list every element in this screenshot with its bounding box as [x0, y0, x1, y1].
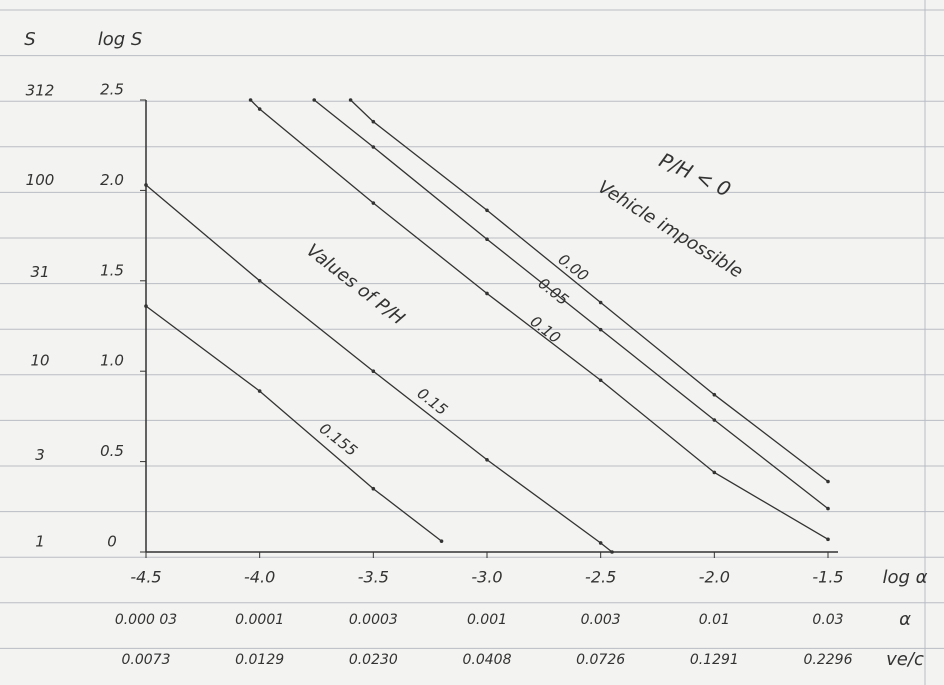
alpha-label: 0.01 — [699, 612, 730, 628]
ve-label: 0.0230 — [349, 652, 398, 668]
alpha-label: 0.03 — [812, 612, 843, 628]
x-tick-label: -4.5 — [130, 568, 161, 587]
ve-label: 0.2296 — [804, 652, 853, 668]
y2-tick-label: 10 — [30, 352, 49, 370]
data-point — [349, 98, 353, 102]
ve-label: 0.0073 — [122, 652, 171, 668]
y2-tick-label: 31 — [30, 263, 49, 281]
y2-tick-label: 3 — [35, 446, 45, 464]
x-tick-label: -4.0 — [244, 568, 275, 587]
ve-label: 0.0726 — [576, 652, 625, 668]
alpha-label: 0.003 — [581, 612, 621, 628]
y2-tick-label: 1 — [35, 533, 45, 551]
data-point — [713, 393, 717, 397]
alpha-label: 0.000 03 — [115, 612, 177, 628]
y2-axis-title: S — [24, 29, 35, 50]
y2-tick-label: 312 — [26, 82, 55, 100]
data-point — [372, 201, 376, 205]
data-point — [826, 507, 830, 511]
data-point — [599, 328, 603, 332]
x-tick-label: -3.0 — [471, 568, 502, 587]
data-point — [258, 279, 262, 283]
x-axis-title: log α — [882, 567, 927, 588]
data-point — [826, 538, 830, 542]
x-tick-label: -2.5 — [585, 568, 616, 587]
data-point — [485, 208, 489, 212]
ve-label: 0.1291 — [690, 652, 739, 668]
ve-label: 0.0408 — [463, 652, 512, 668]
data-point — [258, 107, 262, 111]
data-point — [599, 301, 603, 305]
x-tick-label: -2.0 — [699, 568, 730, 587]
alpha-label: 0.0001 — [235, 612, 284, 628]
page: S log S log α α ve/c P/H < 0 Vehicle imp… — [0, 0, 944, 685]
y-tick-label: 2.0 — [100, 171, 124, 189]
data-point — [258, 389, 262, 393]
alpha-row-title: α — [899, 609, 911, 630]
data-point — [826, 480, 830, 484]
data-point — [372, 487, 376, 491]
data-point — [372, 120, 376, 124]
y-tick-label: 1.0 — [100, 352, 124, 370]
alpha-label: 0.0003 — [349, 612, 398, 628]
data-point — [485, 237, 489, 241]
data-point — [713, 418, 717, 422]
data-point — [440, 539, 444, 543]
alpha-label: 0.001 — [467, 612, 507, 628]
data-point — [372, 145, 376, 149]
x-tick-label: -1.5 — [812, 568, 843, 587]
y-tick-label: 2.5 — [100, 81, 124, 99]
data-point — [312, 98, 316, 102]
y-tick-label: 0 — [107, 533, 117, 551]
data-point — [599, 541, 603, 545]
data-point — [249, 98, 253, 102]
y-axis-title: log S — [98, 29, 143, 50]
y2-tick-label: 100 — [26, 171, 55, 189]
data-point — [144, 304, 148, 308]
ve-row-title: ve/c — [886, 649, 924, 670]
chart: S log S log α α ve/c P/H < 0 Vehicle imp… — [0, 0, 944, 685]
y-tick-label: 0.5 — [100, 442, 124, 460]
data-point — [485, 292, 489, 296]
x-tick-label: -3.5 — [358, 568, 389, 587]
data-point — [485, 458, 489, 462]
y-tick-label: 1.5 — [100, 261, 124, 279]
data-point — [610, 550, 614, 554]
ve-label: 0.0129 — [235, 652, 284, 668]
data-point — [372, 369, 376, 373]
data-point — [599, 378, 603, 382]
data-point — [713, 471, 717, 475]
data-point — [144, 183, 148, 187]
